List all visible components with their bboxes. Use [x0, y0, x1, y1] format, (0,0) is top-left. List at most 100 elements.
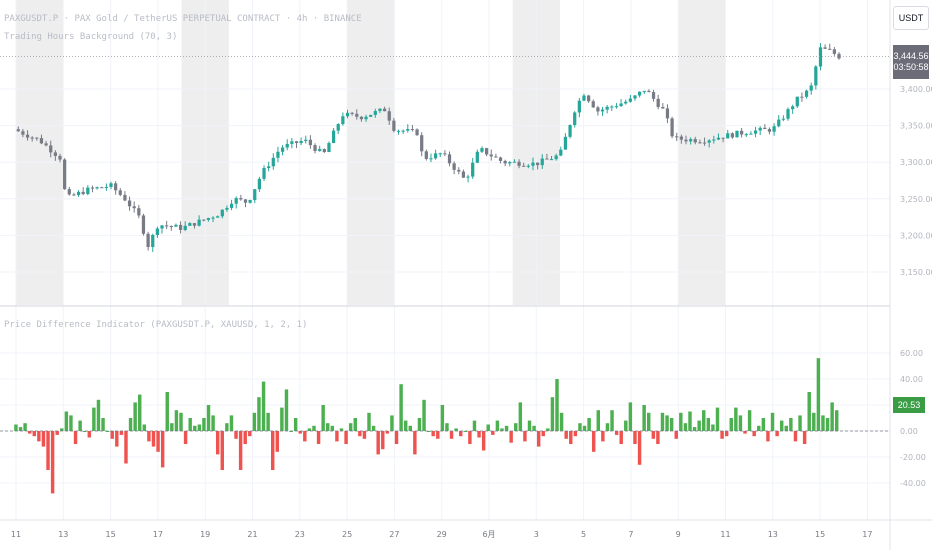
candle-body: [475, 151, 479, 163]
candle: [345, 109, 350, 119]
time-tick-label: 27: [389, 530, 399, 539]
candle-body: [837, 53, 841, 59]
candle-body: [396, 130, 401, 132]
histogram-bar: [293, 418, 298, 431]
candle-body: [290, 141, 294, 144]
histogram-bar: [582, 425, 587, 431]
candle: [67, 186, 71, 196]
candle-body: [174, 224, 178, 227]
candle: [698, 139, 702, 144]
candle: [72, 192, 76, 196]
candle-body: [535, 162, 540, 166]
candle-body: [276, 151, 280, 158]
indicator-tick-label: 0.00: [900, 427, 918, 436]
candle-body: [331, 130, 336, 144]
candle: [53, 150, 57, 161]
candle-body: [141, 215, 146, 234]
candle-body: [702, 142, 707, 144]
histogram-bar: [50, 431, 55, 494]
symbol-legend[interactable]: PAXGUSDT.P · PAX Gold / TetherUS PERPETU…: [4, 14, 362, 24]
histogram-bar: [270, 431, 275, 470]
candle: [661, 103, 665, 109]
histogram-bar: [477, 431, 481, 438]
candle-body: [424, 151, 428, 159]
histogram-bar: [234, 431, 238, 439]
histogram-bar: [491, 431, 495, 435]
histogram-bar: [225, 423, 229, 431]
histogram-bar: [651, 431, 656, 439]
candle: [554, 153, 558, 161]
candle: [239, 194, 243, 201]
candle-body: [447, 154, 452, 164]
candle-body: [378, 108, 382, 112]
candle-body: [610, 106, 614, 108]
candle: [327, 141, 331, 153]
candle-body: [438, 153, 442, 155]
candle-body: [401, 130, 405, 132]
candle-body: [508, 162, 512, 164]
histogram-bar: [669, 418, 674, 431]
histogram-bar: [133, 402, 137, 431]
study-legend[interactable]: Trading Hours Background (70, 3): [4, 32, 178, 42]
histogram-bar: [637, 431, 642, 465]
histogram-bar: [211, 415, 215, 431]
candle-body: [494, 156, 498, 158]
histogram-bar: [399, 384, 403, 431]
candle-body: [86, 187, 90, 195]
candle-body: [484, 148, 489, 155]
candle: [837, 52, 841, 60]
histogram-bar: [587, 418, 591, 431]
candle: [781, 115, 785, 122]
price-tick-label: 3,400.00: [900, 85, 932, 94]
time-tick-label: 13: [768, 530, 778, 539]
histogram-bar: [73, 431, 78, 444]
candle-body: [651, 92, 656, 99]
candle: [665, 104, 670, 124]
candle: [749, 131, 753, 135]
candle-body: [420, 135, 424, 152]
candle-body: [239, 198, 243, 200]
histogram-bar: [358, 431, 362, 437]
currency-button[interactable]: USDT: [893, 6, 929, 30]
candle-body: [522, 165, 526, 167]
candle-body: [740, 130, 744, 135]
candle: [216, 215, 220, 218]
candle: [299, 137, 303, 146]
candle: [582, 93, 586, 102]
time-tick-label: 7: [628, 530, 633, 539]
candle: [577, 97, 581, 118]
candle-body: [730, 133, 734, 138]
candle: [707, 139, 711, 148]
candle: [647, 89, 651, 93]
histogram-bar: [509, 431, 513, 443]
histogram-bar: [605, 423, 610, 431]
histogram-bar: [578, 423, 582, 431]
histogram-bar: [807, 392, 811, 431]
candle-body: [49, 145, 53, 153]
candle: [123, 191, 127, 202]
histogram-bar: [41, 431, 46, 447]
candle: [169, 225, 173, 231]
histogram-bar: [468, 431, 472, 444]
histogram-bar: [408, 425, 412, 431]
candle: [642, 90, 646, 95]
candle: [429, 153, 433, 163]
histogram-bar: [238, 431, 243, 470]
time-tick-label: 19: [200, 530, 210, 539]
candle: [438, 152, 442, 158]
histogram-bar: [541, 431, 545, 437]
candle-body: [503, 160, 507, 164]
candle: [549, 155, 554, 161]
histogram-bar: [165, 392, 169, 431]
histogram-bar: [142, 424, 147, 431]
grid-layer: [0, 0, 890, 520]
candle: [350, 111, 354, 116]
candle-body: [406, 129, 410, 131]
indicator-legend[interactable]: Price Difference Indicator (PAXGUSDT.P, …: [4, 320, 308, 330]
time-tick-label: 17: [862, 530, 872, 539]
histogram-bar: [789, 418, 793, 431]
candle: [447, 151, 452, 167]
candle: [415, 128, 419, 136]
